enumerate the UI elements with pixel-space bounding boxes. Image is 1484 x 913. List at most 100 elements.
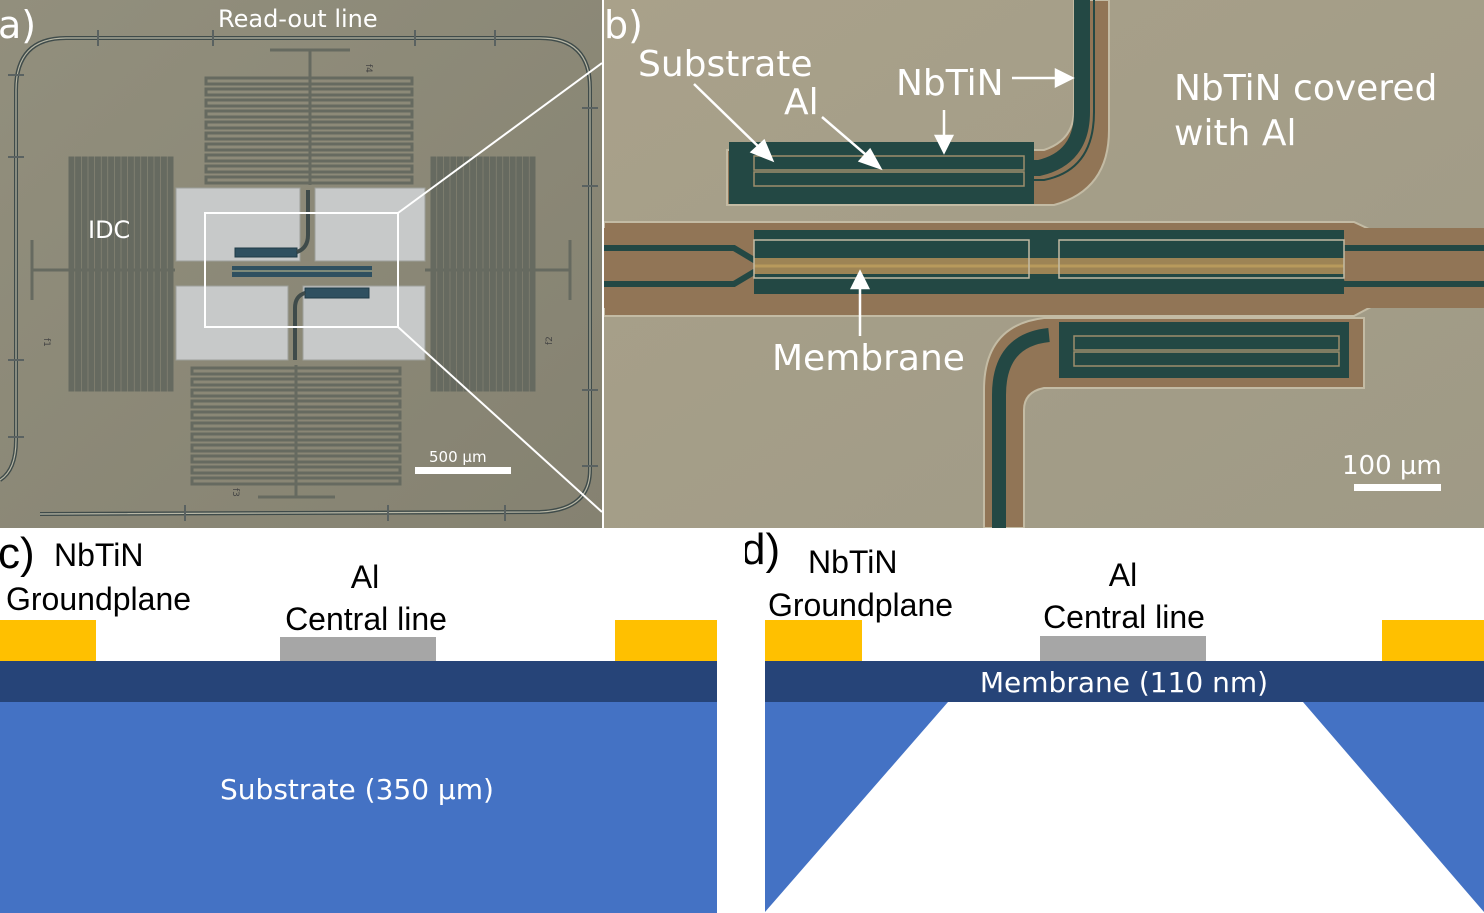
idc-finger	[496, 156, 503, 392]
res-label-f4: f4	[363, 64, 373, 73]
idc-finger	[190, 410, 402, 420]
scale-bar-a	[415, 467, 511, 474]
idc-finger	[437, 156, 444, 392]
nbtin-groundplane-left-d	[765, 620, 862, 661]
covered-label-line1: NbTiN covered	[1174, 68, 1437, 109]
dielectric-layer	[0, 661, 717, 702]
idc-finger	[204, 109, 414, 119]
zoom-box	[204, 212, 399, 328]
panel-c-letter: c)	[0, 529, 35, 578]
idc-finger	[190, 399, 402, 409]
panel-d-letter: d)	[745, 528, 780, 574]
nbtin-groundplane-right-d	[1382, 620, 1484, 661]
idc-finger	[190, 454, 402, 464]
idc-finger	[450, 156, 457, 392]
nbtin-groundplane-right	[615, 620, 717, 661]
idc-finger	[190, 377, 402, 387]
substrate-layer	[0, 702, 717, 913]
panel-c-nbtin-label-line1: NbTiN	[54, 537, 143, 573]
readout-line-label: Read-out line	[218, 5, 378, 33]
central-resonators	[232, 190, 372, 360]
idc-finger	[483, 156, 490, 392]
idc-finger	[489, 156, 496, 392]
panel-c-cross-section: c) NbTiN Groundplane Al Central line Sub…	[0, 529, 717, 913]
panel-c-al-label-line2: Central line	[285, 601, 447, 637]
idc-finger	[190, 465, 402, 475]
idc-finger	[204, 120, 414, 130]
panel-d-al-label-line1: Al	[1109, 557, 1137, 593]
idc-finger	[190, 432, 402, 442]
panel-c-al-label-line1: Al	[351, 559, 379, 595]
idc-finger	[430, 156, 437, 392]
panel-c-nbtin-label-line2: Groundplane	[6, 581, 191, 617]
res-label-f1: f1	[41, 338, 51, 347]
panel-d-nbtin-label-line1: NbTiN	[808, 544, 897, 580]
idc-bottom	[190, 365, 402, 499]
idc-finger	[154, 156, 161, 392]
idc-finger	[204, 164, 414, 174]
idc-finger	[134, 156, 141, 392]
idc-finger	[470, 156, 477, 392]
res-label-f3: f3	[230, 488, 240, 497]
substrate-label-c: Substrate (350 µm)	[220, 773, 494, 806]
idc-finger	[147, 156, 154, 392]
substrate-right-wedge	[1303, 702, 1484, 912]
idc-finger	[190, 476, 402, 486]
panel-a-micrograph: f4 f1 f2 f3 a) Read-out line IDC 500 µm	[0, 0, 602, 528]
idc-finger	[190, 366, 402, 376]
idc-finger	[522, 156, 529, 392]
panel-a-letter: a)	[0, 3, 36, 47]
idc-top	[204, 48, 414, 185]
membrane-label-d: Membrane (110 nm)	[980, 666, 1268, 699]
idc-finger	[456, 156, 463, 392]
idc-finger	[127, 156, 134, 392]
idc-finger	[204, 142, 414, 152]
idc-finger	[108, 156, 115, 392]
idc-finger	[190, 421, 402, 431]
idc-finger	[190, 388, 402, 398]
idc-finger	[68, 156, 75, 392]
idc-finger	[101, 156, 108, 392]
idc-finger	[204, 153, 414, 163]
panel-d-al-label-line2: Central line	[1043, 599, 1205, 635]
scale-bar-b-label: 100 µm	[1342, 451, 1442, 481]
nbtin-groundplane-left	[0, 620, 96, 661]
membrane-layer	[765, 661, 1484, 702]
substrate-label: Substrate	[638, 44, 813, 85]
idc-finger	[190, 443, 402, 453]
idc-finger	[463, 156, 470, 392]
idc-finger	[167, 156, 174, 392]
idc-finger	[204, 175, 414, 185]
idc-finger	[121, 156, 128, 392]
idc-finger	[476, 156, 483, 392]
nbtin-label: NbTiN	[896, 63, 1004, 104]
idc-finger	[160, 156, 167, 392]
panel-d-cross-section: d) NbTiN Groundplane Al Central line Mem…	[745, 528, 1484, 912]
idc-finger	[509, 156, 516, 392]
scale-bar-b	[1354, 484, 1441, 491]
idc-finger	[204, 98, 414, 108]
membrane-label: Membrane	[772, 338, 965, 379]
idc-left	[30, 156, 175, 392]
panel-b-micrograph: b) Substrate Al NbTiN NbTiN covered with…	[604, 0, 1484, 528]
idc-finger	[529, 156, 536, 392]
panel-d-nbtin-label-line2: Groundplane	[768, 587, 953, 623]
covered-label-line2: with Al	[1174, 113, 1296, 154]
idc-finger	[75, 156, 82, 392]
al-central-line-d	[1040, 636, 1206, 661]
idc-finger	[94, 156, 101, 392]
al-label: Al	[784, 82, 819, 123]
idc-label: IDC	[88, 216, 130, 244]
scale-bar-a-label: 500 µm	[429, 448, 487, 466]
idc-finger	[516, 156, 523, 392]
idc-finger	[503, 156, 510, 392]
al-central-line	[280, 637, 436, 661]
idc-finger	[114, 156, 121, 392]
idc-finger	[204, 76, 414, 86]
idc-finger	[88, 156, 95, 392]
idc-finger	[141, 156, 148, 392]
idc-finger	[81, 156, 88, 392]
idc-finger	[204, 87, 414, 97]
idc-finger	[443, 156, 450, 392]
substrate-left-wedge	[765, 702, 948, 912]
